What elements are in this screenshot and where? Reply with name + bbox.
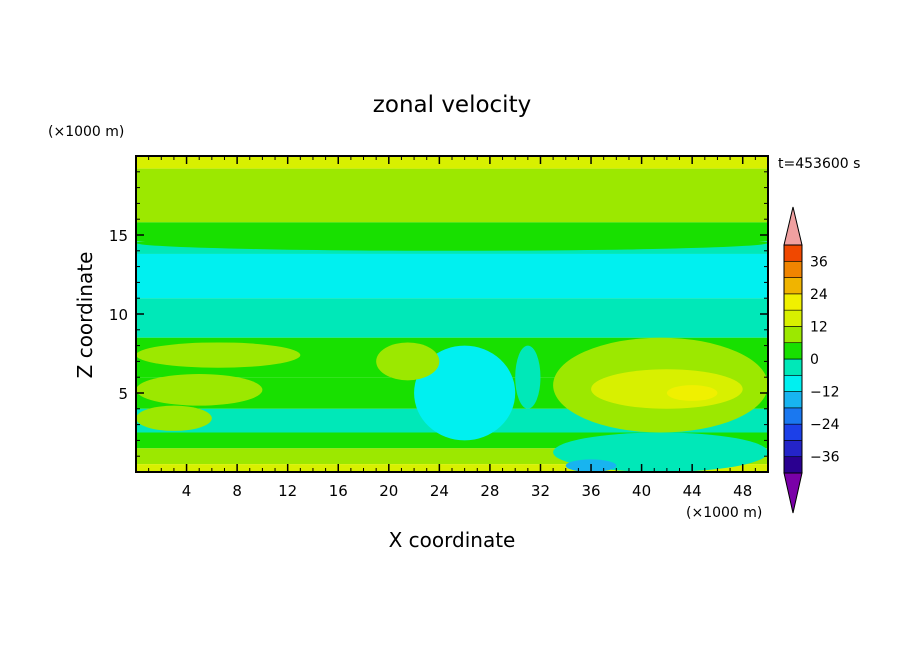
colorbar-box [783,326,803,344]
x-tick-label: 28 [480,482,499,500]
y-tick-label: 5 [118,385,128,403]
colorbar-box [783,440,803,458]
chart-title: zonal velocity [373,92,531,118]
x-tick-label: 36 [581,482,600,500]
x-tick-label: 4 [182,482,192,500]
field-patch-6 [414,345,516,441]
x-unit-label: (×1000 m) [686,505,762,521]
x-axis-label: X coordinate [389,528,516,552]
colorbar-box [783,391,803,409]
x-tick-label: 24 [430,482,449,500]
x-tick-label: 48 [733,482,752,500]
field-patch-11 [136,235,768,251]
colorbar-box [783,374,803,392]
colorbar-tick-label: 24 [810,287,828,303]
field-patch-12 [136,156,768,169]
x-tick-label: 8 [232,482,242,500]
colorbar-box [783,358,803,376]
y-axis-label: Z coordinate [73,252,97,379]
field-patch-7 [376,342,440,381]
x-tick-label: 44 [683,482,702,500]
colorbar: 36 24 12 0 −12 −24 −36 [783,206,840,514]
colorbar-tick-label: −12 [810,385,840,401]
colorbar-box [783,456,803,474]
field-patch-2 [666,385,718,401]
colorbar-box [783,293,803,311]
x-tick-label: 32 [531,482,550,500]
field-band-6 [136,298,768,338]
field-band-2 [136,195,768,223]
colorbar-tick-label: 0 [810,352,819,368]
plot-frame [135,155,769,473]
field-patch-10 [136,405,212,431]
colorbar-frame [783,244,803,474]
colorbar-box [783,260,803,278]
y-tick-label: 15 [109,227,128,245]
x-tick-label: 16 [329,482,348,500]
colorbar-box [783,423,803,441]
field-patch-5 [515,345,541,409]
colorbar-arrow-high [783,206,803,246]
field-band-5 [136,253,768,299]
colorbar-box [783,407,803,425]
x-tick-label: 40 [632,482,651,500]
colorbar-tick-label: 12 [810,319,828,335]
colorbar-tick-label: −36 [810,450,840,466]
x-tick-label: 12 [278,482,297,500]
time-label: t=453600 s [778,156,860,172]
colorbar-box [783,277,803,295]
colorbar-tick-label: 36 [810,254,828,270]
y-unit-label: (×1000 m) [48,124,124,140]
field-patch-9 [136,374,263,406]
field-band-1 [136,168,768,196]
colorbar-tick-label: −24 [810,417,840,433]
plot-field [136,156,768,472]
field-patch-8 [136,342,301,368]
y-tick-label: 10 [109,306,128,324]
field-patch-1 [591,369,743,409]
x-tick-label: 20 [379,482,398,500]
colorbar-box [783,244,803,262]
colorbar-box [783,309,803,327]
colorbar-arrow-low [783,472,803,514]
colorbar-box [783,342,803,360]
